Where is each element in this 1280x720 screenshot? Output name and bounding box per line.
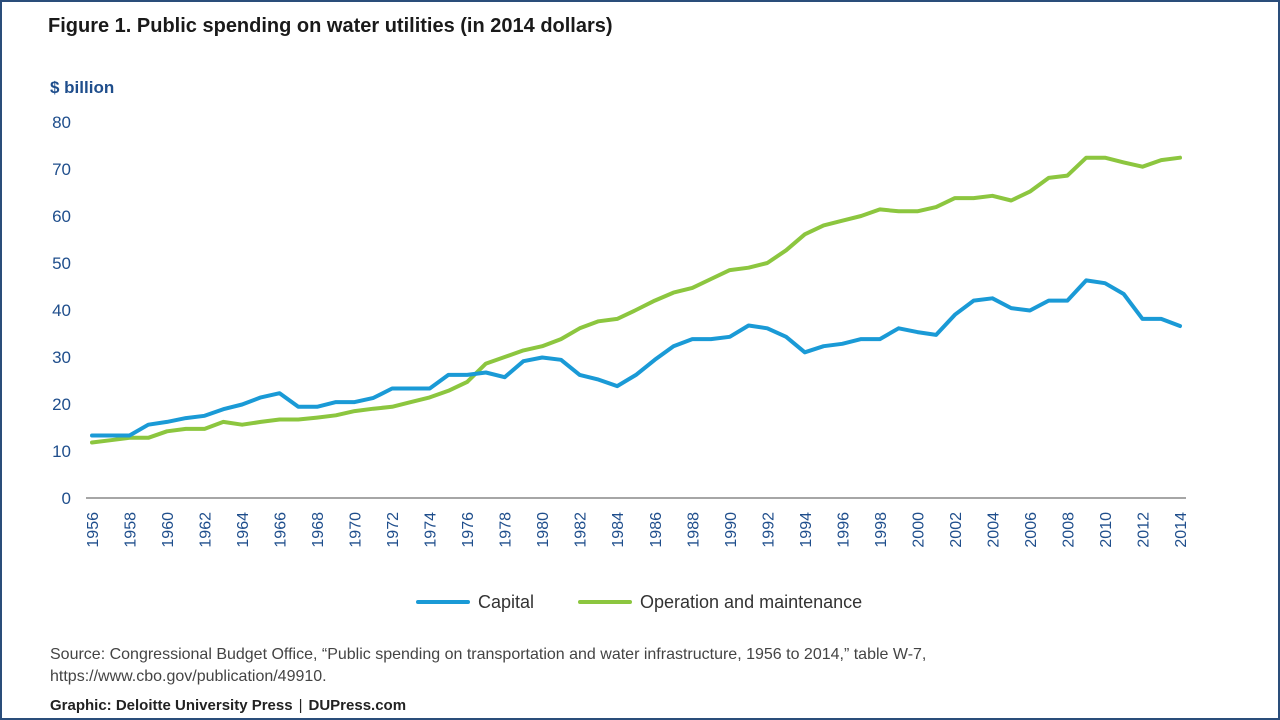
source-note: Source: Congressional Budget Office, “Pu… [50, 644, 926, 688]
y-tick-label: 10 [52, 442, 71, 461]
om-series-line [90, 155, 1182, 445]
x-tick-label: 1994 [798, 512, 815, 548]
capital-series-line [90, 278, 1182, 438]
x-tick-label: 1968 [310, 512, 327, 548]
x-tick-label: 1964 [235, 512, 252, 548]
x-tick-label: 1958 [123, 512, 140, 548]
x-tick-label: 1992 [760, 512, 777, 548]
y-axis-unit-label: $ billion [50, 78, 115, 97]
y-tick-label: 20 [52, 395, 71, 414]
x-tick-label: 1976 [460, 512, 477, 548]
x-tick-label: 1986 [648, 512, 665, 548]
x-tick-label: 2002 [948, 512, 965, 548]
x-tick-label: 2006 [1023, 512, 1040, 548]
x-tick-label: 2012 [1135, 512, 1152, 548]
x-tick-label: 1962 [198, 512, 215, 548]
x-tick-label: 1982 [573, 512, 590, 548]
x-tick-label: 1956 [85, 512, 102, 548]
chart-title: Figure 1. Public spending on water utili… [48, 15, 613, 37]
x-tick-label: 2014 [1173, 512, 1190, 548]
x-tick-label: 1984 [610, 512, 627, 548]
x-tick-label: 1972 [385, 512, 402, 548]
x-tick-label: 1974 [423, 512, 440, 548]
x-tick-label: 2010 [1098, 512, 1115, 548]
graphic-credit: Graphic: Deloitte University Press | DUPre… [50, 697, 406, 714]
source-line-2: https://www.cbo.gov/publication/49910. [50, 668, 327, 685]
y-tick-label: 80 [52, 113, 71, 132]
y-tick-label: 0 [62, 489, 71, 508]
x-tick-label: 1970 [348, 512, 365, 548]
y-tick-label: 40 [52, 301, 71, 320]
credit-site: DUPress.com [308, 697, 407, 714]
x-tick-label: 2008 [1060, 512, 1077, 548]
x-tick-label: 1996 [835, 512, 852, 548]
y-tick-label: 60 [52, 207, 71, 226]
x-tick-label: 1990 [723, 512, 740, 548]
x-tick-label: 1988 [685, 512, 702, 548]
x-tick-label: 2000 [910, 512, 927, 548]
x-tick-label: 1978 [498, 512, 515, 548]
credit-label: Graphic: Deloitte University Press [50, 697, 293, 714]
legend-label-om: Operation and maintenance [640, 592, 862, 612]
y-tick-label: 50 [52, 254, 71, 273]
source-line-1: Source: Congressional Budget Office, “Pu… [50, 646, 927, 663]
x-tick-label: 2004 [985, 512, 1002, 548]
y-tick-label: 70 [52, 160, 71, 179]
x-tick-label: 1960 [160, 512, 177, 548]
credit-separator: | [298, 697, 303, 714]
x-tick-label: 1998 [873, 512, 890, 548]
x-tick-label: 1980 [535, 512, 552, 548]
legend-label-capital: Capital [478, 592, 534, 612]
x-tick-label: 1966 [273, 512, 290, 548]
y-tick-label: 30 [52, 348, 71, 367]
